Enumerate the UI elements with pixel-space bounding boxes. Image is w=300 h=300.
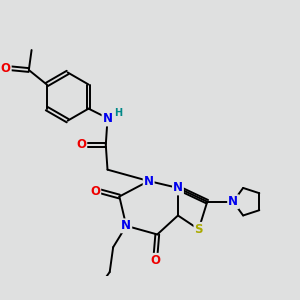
Text: N: N	[121, 219, 131, 232]
Text: O: O	[1, 62, 11, 75]
Text: N: N	[144, 175, 154, 188]
Text: N: N	[173, 182, 183, 194]
Text: O: O	[76, 138, 86, 151]
Text: H: H	[114, 108, 122, 118]
Text: O: O	[151, 254, 160, 267]
Text: N: N	[228, 195, 238, 208]
Text: S: S	[194, 223, 203, 236]
Text: O: O	[90, 185, 100, 198]
Text: N: N	[103, 112, 112, 125]
